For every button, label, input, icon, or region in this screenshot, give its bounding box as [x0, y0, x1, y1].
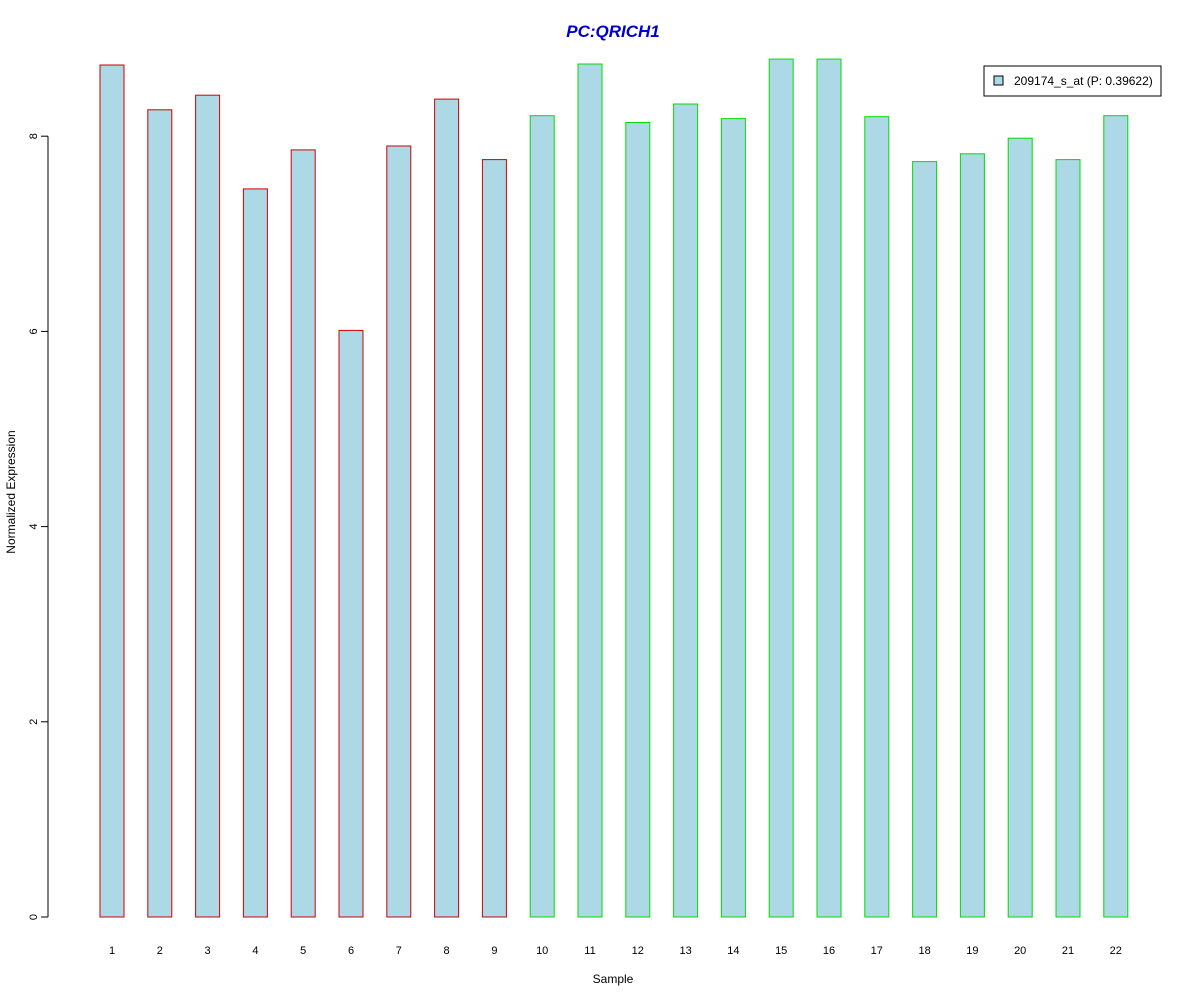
x-tick-label: 15	[775, 945, 787, 957]
x-tick-label: 8	[444, 945, 450, 957]
bar-sample-3	[195, 94, 221, 918]
x-tick-label: 4	[252, 945, 258, 957]
x-tick-label: 2	[157, 945, 163, 957]
x-tick-label: 20	[1014, 945, 1026, 957]
y-tick-label: 6	[28, 328, 40, 334]
x-tick-label: 14	[727, 945, 739, 957]
bar-sample-12	[625, 122, 651, 918]
x-tick-label: 18	[918, 945, 930, 957]
x-tick-label: 10	[536, 945, 548, 957]
bar-sample-7	[386, 145, 412, 918]
bar-sample-2	[147, 109, 173, 918]
x-tick-label: 13	[679, 945, 691, 957]
x-tick-label: 12	[632, 945, 644, 957]
x-tick-label: 3	[205, 945, 211, 957]
legend: 209174_s_at (P: 0.39622)	[983, 65, 1162, 97]
bar-sample-20	[1007, 137, 1033, 918]
bar-sample-13	[673, 103, 699, 918]
bar-sample-1	[99, 64, 125, 918]
x-tick-label: 21	[1062, 945, 1074, 957]
bar-sample-18	[912, 161, 938, 918]
y-tick-label: 4	[28, 524, 40, 530]
bar-sample-14	[720, 118, 746, 918]
bar-sample-10	[529, 115, 555, 918]
x-tick-label: 5	[300, 945, 306, 957]
x-tick-label: 6	[348, 945, 354, 957]
y-axis-title: Normalized Expression	[4, 430, 18, 553]
bar-sample-5	[290, 149, 316, 918]
bar-sample-6	[338, 329, 364, 918]
y-tick-label: 0	[28, 914, 40, 920]
legend-box	[983, 65, 1162, 97]
y-tick-label: 2	[28, 719, 40, 725]
x-tick-label: 9	[491, 945, 497, 957]
x-tick-label: 1	[109, 945, 115, 957]
x-axis-title: Sample	[593, 972, 634, 986]
x-tick-label: 22	[1110, 945, 1122, 957]
x-axis-tick-labels: 1 2 3 4 5 6 7 8 9 10 11 12 13 14 15 16 17 18 19 20 21 22	[109, 945, 1122, 957]
legend-swatch	[993, 75, 1004, 86]
y-axis: 0 2 4 6 8	[28, 133, 49, 920]
bar-sample-22	[1103, 115, 1129, 918]
bar-sample-11	[577, 63, 603, 918]
bar-sample-9	[481, 159, 507, 918]
bar-sample-15	[768, 58, 794, 918]
bar-sample-19	[959, 153, 985, 918]
x-tick-label: 11	[584, 945, 595, 957]
bar-sample-21	[1055, 159, 1081, 918]
x-tick-label: 16	[823, 945, 835, 957]
x-tick-label: 7	[396, 945, 402, 957]
y-tick-label: 8	[28, 133, 40, 139]
bar-series	[99, 58, 1129, 918]
x-tick-label: 19	[966, 945, 978, 957]
bar-sample-16	[816, 58, 842, 918]
x-tick-label: 17	[871, 945, 883, 957]
bar-sample-8	[434, 98, 460, 918]
chart-title: PC:QRICH1	[566, 22, 660, 41]
bar-sample-17	[864, 116, 890, 918]
legend-label: 209174_s_at (P: 0.39622)	[1014, 74, 1153, 88]
bar-sample-4	[242, 188, 268, 918]
